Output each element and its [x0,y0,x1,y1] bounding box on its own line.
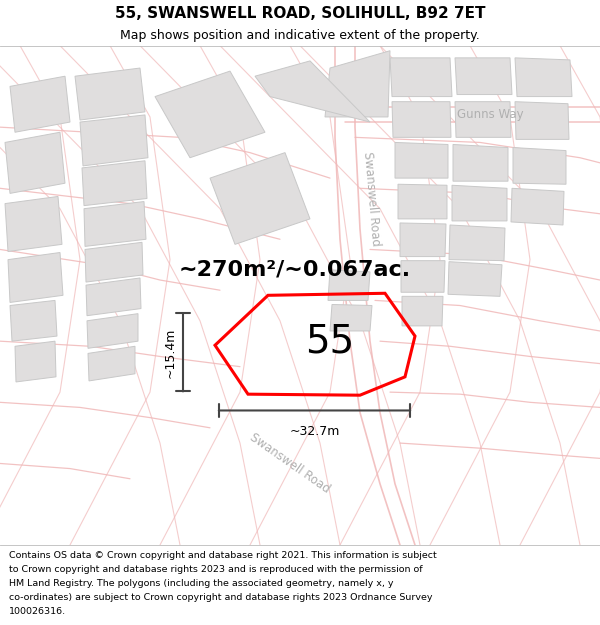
Polygon shape [402,296,443,326]
Polygon shape [84,201,146,246]
Polygon shape [398,184,447,219]
Polygon shape [255,61,370,122]
Polygon shape [328,270,370,301]
Polygon shape [453,144,508,181]
Polygon shape [448,262,502,296]
Text: Contains OS data © Crown copyright and database right 2021. This information is : Contains OS data © Crown copyright and d… [9,551,437,559]
Text: 55: 55 [305,322,355,360]
Polygon shape [325,51,390,117]
Text: 55, SWANSWELL ROAD, SOLIHULL, B92 7ET: 55, SWANSWELL ROAD, SOLIHULL, B92 7ET [115,6,485,21]
Text: Map shows position and indicative extent of the property.: Map shows position and indicative extent… [120,29,480,42]
Text: ~270m²/~0.067ac.: ~270m²/~0.067ac. [179,260,411,280]
Polygon shape [10,76,70,132]
Polygon shape [452,185,507,221]
Polygon shape [87,314,138,348]
Polygon shape [401,261,445,292]
Polygon shape [82,161,147,206]
Text: 100026316.: 100026316. [9,607,66,616]
Polygon shape [5,132,65,193]
Text: Swanswell Road: Swanswell Road [247,431,332,496]
Polygon shape [455,102,511,138]
Polygon shape [85,242,143,282]
Text: ~32.7m: ~32.7m [289,425,340,438]
Polygon shape [155,71,265,158]
Polygon shape [75,68,145,120]
Polygon shape [449,225,505,261]
Polygon shape [15,341,56,382]
Polygon shape [390,58,452,97]
Polygon shape [515,58,572,97]
Polygon shape [330,304,372,331]
Text: to Crown copyright and database rights 2023 and is reproduced with the permissio: to Crown copyright and database rights 2… [9,564,422,574]
Polygon shape [5,196,62,251]
Text: Gunns Way: Gunns Way [457,108,523,121]
Polygon shape [88,346,135,381]
Polygon shape [392,102,451,138]
Polygon shape [10,301,57,341]
Polygon shape [513,148,566,184]
Polygon shape [515,102,569,139]
Polygon shape [400,223,446,257]
Text: co-ordinates) are subject to Crown copyright and database rights 2023 Ordnance S: co-ordinates) are subject to Crown copyr… [9,592,433,602]
Polygon shape [455,58,512,94]
Polygon shape [86,278,141,316]
Polygon shape [80,115,148,166]
Polygon shape [210,152,310,244]
Polygon shape [511,188,564,225]
Text: Swanswell Road: Swanswell Road [361,151,383,246]
Text: ~15.4m: ~15.4m [164,328,177,378]
Polygon shape [395,142,448,178]
Text: HM Land Registry. The polygons (including the associated geometry, namely x, y: HM Land Registry. The polygons (includin… [9,579,394,587]
Polygon shape [8,253,63,302]
